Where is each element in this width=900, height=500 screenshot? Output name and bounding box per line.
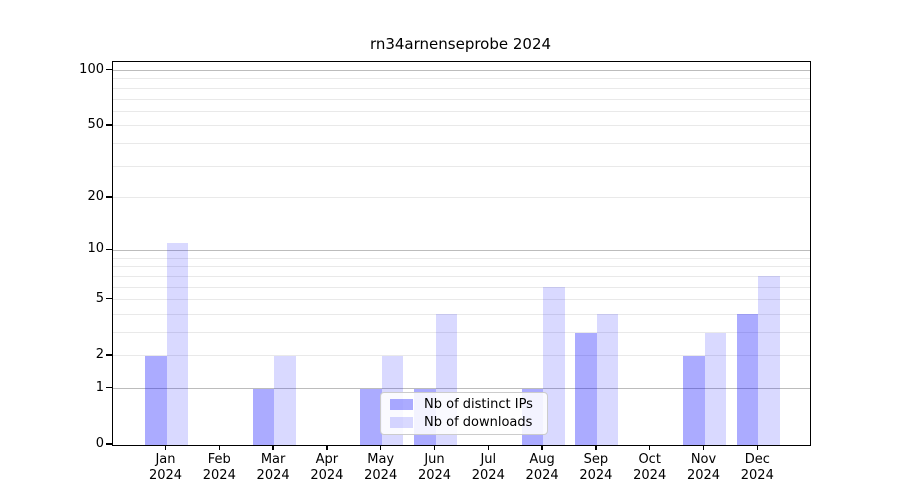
y-tick-label-1: 1 [95,379,104,395]
x-tick-label-jul: Jul 2024 [471,452,505,483]
x-tick-apr [326,445,328,450]
x-tick-label-jan: Jan 2024 [148,452,183,483]
x-tick-mar [272,445,274,450]
y-tick-2 [106,354,112,356]
x-tick-aug [541,445,543,450]
x-tick-jun [433,445,436,450]
x-tick-label-feb: Feb 2024 [202,452,236,483]
x-tick-label-oct: Oct 2024 [633,452,667,483]
x-tick-dec [756,445,758,450]
gridline-y-3 [113,332,810,333]
bar-downloads-mar [274,355,296,445]
x-tick-jul [487,445,489,450]
y-tick-label-0: 0 [95,436,104,451]
legend: Nb of distinct IPs Nb of downloads [380,392,548,435]
y-tick-label-2: 2 [95,346,104,362]
bar-downloads-sep [596,314,619,445]
y-tick-label-20: 20 [87,188,104,204]
y-tick-label-100: 100 [79,61,104,77]
gridline-y-2 [113,355,810,357]
gridline-y-1 [113,388,810,390]
gridline-y-10 [113,249,810,251]
gridline-y-8 [113,266,810,268]
y-tick-10 [106,248,112,251]
gridline-y-5 [113,299,810,301]
bar-downloads-dec [758,276,780,445]
x-tick-label-nov: Nov 2024 [686,452,721,483]
gridline-y-90 [113,78,810,80]
x-tick-may [380,445,382,450]
y-tick-label-50: 50 [87,116,104,132]
legend-swatch-downloads-icon [390,417,413,428]
legend-item-downloads: Nb of downloads [390,415,538,430]
x-tick-feb [218,445,220,450]
gridline-y-20 [113,197,810,199]
gridline-y-80 [113,87,810,89]
legend-label-distinct-ips: Nb of distinct IPs [424,397,533,412]
gridline-y-30 [113,165,810,167]
gridline-y-50 [113,125,810,127]
bar-downloads-jan [166,243,188,445]
bar-ips-dec [736,314,759,445]
y-tick-1 [106,387,112,389]
bar-ips-jan [145,355,167,445]
y-tick-label-10: 10 [87,241,104,257]
y-tick-20 [106,196,112,198]
x-tick-label-jun: Jun 2024 [417,452,452,483]
bar-ips-mar [252,388,275,445]
chart-title: rn34arnenseprobe 2024 [369,35,552,53]
gridline-y-4 [113,313,810,315]
x-tick-sep [595,445,597,450]
x-tick-label-may: May 2024 [364,452,398,483]
x-tick-jan [164,445,167,450]
y-tick-0 [106,443,112,445]
bar-ips-sep [575,332,597,445]
gridline-y-7 [113,275,810,277]
gridline-y-9 [113,257,810,259]
x-tick-nov [702,445,705,450]
y-tick-50 [106,124,112,126]
y-tick-5 [106,297,112,300]
x-tick-label-dec: Dec 2024 [740,452,774,483]
x-tick-label-apr: Apr 2024 [310,452,344,483]
gridline-y-6 [113,286,810,288]
bar-ips-may [360,388,382,445]
legend-label-downloads: Nb of downloads [424,415,533,430]
x-tick-label-mar: Mar 2024 [256,452,290,483]
gridline-y-70 [113,98,810,100]
bar-downloads-nov [704,332,726,445]
x-tick-oct [649,445,651,450]
gridline-y-60 [113,110,810,112]
x-tick-label-aug: Aug 2024 [525,452,559,483]
bar-ips-nov [683,355,705,445]
gridline-y-100 [113,70,810,71]
legend-swatch-distinct-ips-icon [390,399,413,410]
legend-item-distinct-ips: Nb of distinct IPs [390,397,538,412]
y-tick-label-5: 5 [95,290,104,306]
plot-area [112,61,811,446]
x-tick-label-sep: Sep 2024 [579,452,613,483]
bar-downloads-aug [543,287,565,445]
gridline-y-40 [113,143,810,145]
y-tick-100 [106,68,112,71]
